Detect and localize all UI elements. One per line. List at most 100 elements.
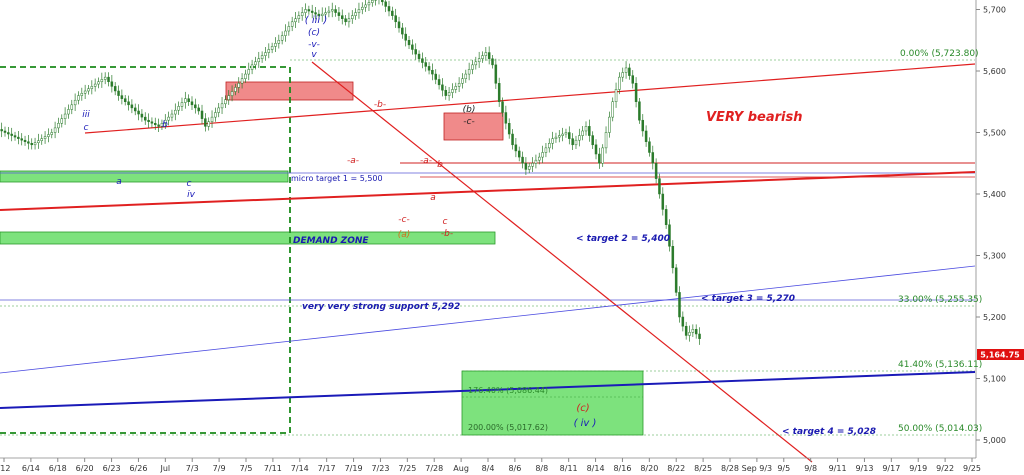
candle-body bbox=[90, 86, 94, 89]
candle-body bbox=[27, 141, 30, 144]
candle-body bbox=[314, 12, 317, 15]
candle-body bbox=[538, 156, 541, 161]
wave-iv-paren: ( iv ) bbox=[574, 418, 597, 429]
candle-body bbox=[210, 116, 214, 122]
candle-body bbox=[120, 95, 124, 99]
candle-body bbox=[337, 12, 341, 16]
candle-body bbox=[361, 6, 364, 10]
trendlines-layer bbox=[0, 61, 976, 463]
candle-body bbox=[10, 133, 13, 136]
candle-body bbox=[254, 61, 257, 66]
x-tick-label: 7/11 bbox=[264, 464, 282, 473]
candle-body bbox=[237, 83, 240, 88]
candle-body bbox=[568, 132, 571, 139]
candle-body bbox=[0, 129, 3, 132]
wave-c-iv: c bbox=[187, 179, 192, 189]
x-tick-label: 9/11 bbox=[829, 464, 847, 473]
candle-body bbox=[424, 62, 427, 67]
x-tick-label: 8/28 bbox=[721, 464, 739, 473]
candle-body bbox=[117, 90, 120, 96]
candle-body bbox=[277, 40, 281, 44]
y-tick-label: 5,200 bbox=[983, 313, 1006, 322]
candle-body bbox=[548, 143, 551, 149]
fib-label-50: 50.00% (5,014.03) bbox=[898, 424, 982, 434]
wave-a-red: -a- bbox=[347, 156, 359, 166]
candle-body bbox=[103, 76, 107, 80]
candle-body bbox=[317, 13, 321, 16]
candle-body bbox=[244, 73, 247, 79]
candle-body bbox=[347, 18, 351, 23]
candle-body bbox=[351, 15, 354, 19]
wave-c-small: c bbox=[84, 123, 89, 133]
x-tick-label: 8/8 bbox=[535, 464, 548, 473]
candle-body bbox=[481, 55, 484, 59]
candle-body bbox=[267, 49, 271, 53]
candle-body bbox=[53, 127, 57, 133]
candle-body bbox=[631, 75, 634, 84]
candle-body bbox=[604, 132, 608, 149]
candle-body bbox=[227, 95, 230, 100]
candle-body bbox=[618, 76, 621, 90]
candle-body bbox=[217, 107, 220, 113]
candle-body bbox=[394, 15, 397, 23]
x-tick-label: 9/25 bbox=[963, 464, 981, 473]
candle-body bbox=[170, 113, 174, 118]
red-downtrend-line bbox=[311, 61, 813, 463]
candle-body bbox=[571, 138, 574, 146]
candle-body bbox=[621, 72, 624, 78]
candle-body bbox=[594, 144, 598, 155]
zones-layer bbox=[0, 66, 644, 436]
x-tick-label: 8/11 bbox=[560, 464, 578, 473]
candle-body bbox=[694, 329, 698, 335]
candle-body bbox=[37, 140, 40, 143]
candle-body bbox=[454, 86, 458, 90]
candle-body bbox=[367, 2, 371, 6]
y-tick-label: 5,600 bbox=[983, 67, 1006, 76]
candle-body bbox=[554, 136, 558, 139]
x-tick-label: 9/22 bbox=[936, 464, 954, 473]
candle-body bbox=[534, 159, 538, 164]
candle-body bbox=[113, 86, 117, 92]
candle-body bbox=[431, 69, 434, 75]
candle-body bbox=[97, 81, 100, 85]
x-tick-label: Jul bbox=[160, 464, 171, 473]
candle-body bbox=[661, 193, 665, 210]
candle-body bbox=[154, 123, 157, 126]
x-tick-label: 6/23 bbox=[103, 464, 121, 473]
candle-body bbox=[371, 0, 374, 3]
wave-iv-small: iv bbox=[187, 190, 196, 200]
candle-body bbox=[214, 112, 217, 118]
y-tick-label: 5,100 bbox=[983, 375, 1006, 384]
candle-body bbox=[204, 118, 207, 127]
y-tick-label: 5,700 bbox=[983, 6, 1006, 15]
candle-body bbox=[461, 78, 464, 84]
x-tick-label: /12 bbox=[0, 464, 10, 473]
candle-body bbox=[184, 98, 187, 103]
candle-body bbox=[671, 246, 675, 269]
x-tick-label: 7/28 bbox=[425, 464, 443, 473]
candle-body bbox=[87, 88, 90, 92]
candle-body bbox=[434, 73, 437, 80]
candle-body bbox=[33, 142, 37, 146]
x-tick-label: 7/17 bbox=[318, 464, 336, 473]
x-tick-label: 6/18 bbox=[49, 464, 67, 473]
candle-body bbox=[401, 27, 404, 35]
candle-body bbox=[234, 87, 237, 92]
x-tick-label: 6/26 bbox=[129, 464, 147, 473]
candle-body bbox=[341, 15, 344, 19]
candle-body bbox=[57, 123, 60, 129]
x-tick-label: 9/8 bbox=[804, 464, 817, 473]
candle-body bbox=[541, 152, 544, 158]
candle-body bbox=[608, 116, 611, 133]
candle-body bbox=[527, 166, 531, 170]
candle-body bbox=[457, 83, 461, 87]
x-tick-label: 7/23 bbox=[371, 464, 389, 473]
candle-body bbox=[684, 325, 688, 336]
wave-b-red: -b- bbox=[374, 100, 386, 110]
candle-body bbox=[691, 329, 695, 333]
candle-body bbox=[310, 10, 314, 13]
candle-body bbox=[67, 109, 70, 115]
candle-body bbox=[698, 333, 701, 339]
candle-body bbox=[441, 84, 444, 91]
wave-iii-top: ( iii ) bbox=[305, 15, 328, 26]
